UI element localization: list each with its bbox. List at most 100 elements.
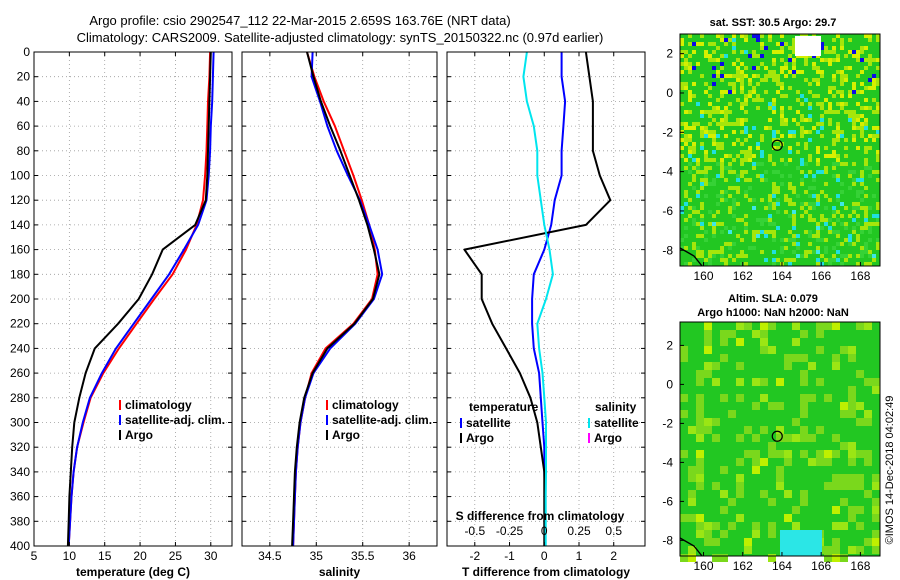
map-cell	[840, 262, 844, 266]
map-cell	[844, 222, 848, 226]
map-cell	[772, 202, 776, 206]
map-cell	[824, 146, 828, 150]
map-cell	[708, 86, 712, 90]
map-cell	[792, 354, 800, 362]
map-cell	[680, 346, 688, 354]
map-cell	[864, 162, 868, 166]
map-cell	[704, 130, 708, 134]
map-cell	[712, 522, 720, 530]
map-cell	[784, 42, 788, 46]
map-cell	[872, 82, 876, 86]
map-cell	[736, 218, 740, 222]
map-cell	[708, 114, 712, 118]
map-y-tick-label: -4	[662, 455, 673, 469]
map-cell	[864, 246, 868, 250]
map-cell	[848, 114, 852, 118]
map-cell	[704, 230, 708, 234]
map-cell	[828, 106, 832, 110]
map-cell	[724, 110, 728, 114]
map-cell	[844, 54, 848, 58]
map-cell	[712, 50, 716, 54]
sla-map: 160 162 164 166 168 2 0 -2 -4 -6 -8	[662, 321, 881, 573]
difference-panel: -2 -1 0 1 2 T difference from climatology temp…	[446, 51, 646, 579]
map-cell	[728, 38, 732, 42]
map-cell	[824, 482, 832, 490]
map-cell	[832, 86, 836, 90]
map-cell	[736, 186, 740, 190]
x-tick-label: -1	[504, 549, 515, 563]
map-cell	[804, 130, 808, 134]
map-cell	[868, 166, 872, 170]
map-cell	[744, 138, 748, 142]
map-cell	[808, 118, 812, 122]
map-cell	[856, 50, 860, 54]
y-tick-label: 40	[17, 94, 31, 108]
map-cell	[836, 194, 840, 198]
map-cell	[680, 62, 684, 66]
map-cell	[752, 246, 756, 250]
map-cell	[840, 42, 844, 46]
map-cell	[852, 218, 856, 222]
map-cell	[792, 338, 800, 346]
map-cell	[828, 102, 832, 106]
map-cell	[816, 258, 820, 262]
legend-label: satellite-adj. clim.	[332, 413, 432, 427]
map-cell	[732, 258, 736, 262]
map-cell	[784, 246, 788, 250]
coastline	[679, 247, 703, 267]
map-cell	[812, 78, 816, 82]
map-cell	[792, 70, 796, 74]
legend-label: satellite-adj. clim.	[125, 413, 225, 427]
map-cell	[688, 62, 692, 66]
map-cell	[760, 54, 764, 58]
x-tick-label: 20	[133, 549, 147, 563]
map-cell	[704, 418, 712, 426]
map-cell	[712, 434, 720, 442]
map-cell	[700, 178, 704, 182]
map-cell	[784, 74, 788, 78]
map-cell	[796, 242, 800, 246]
map-cell	[840, 130, 844, 134]
map-cell	[780, 134, 784, 138]
map-cell	[872, 74, 876, 78]
map-cell	[748, 178, 752, 182]
map-cell	[868, 86, 872, 90]
map-cell	[864, 222, 868, 226]
map-cell	[744, 190, 748, 194]
map-cell	[764, 178, 768, 182]
map-cell	[700, 146, 704, 150]
map-cell	[700, 170, 704, 174]
map-cell	[796, 194, 800, 198]
map-cell	[744, 546, 752, 554]
map-cell	[688, 90, 692, 94]
map-cell	[752, 166, 756, 170]
map-cell	[772, 58, 776, 62]
map-cell	[708, 58, 712, 62]
map-cell	[792, 66, 796, 70]
map-cell	[856, 418, 864, 426]
map-cell	[788, 238, 792, 242]
map-cell	[848, 514, 856, 522]
map-cell	[724, 114, 728, 118]
map-cell	[728, 90, 732, 94]
map-cell	[688, 126, 692, 130]
map-cell	[868, 206, 872, 210]
map-cell	[780, 70, 784, 74]
map-cell	[792, 62, 796, 66]
map-cell	[848, 186, 852, 190]
map-cell	[684, 126, 688, 130]
map-cell	[760, 138, 764, 142]
map-cell	[704, 54, 708, 58]
map-cell	[760, 230, 764, 234]
map-cell	[772, 138, 776, 142]
map-cell	[728, 110, 732, 114]
map-cell	[756, 162, 760, 166]
map-cell	[732, 82, 736, 86]
map-cell	[772, 234, 776, 238]
map-cell	[796, 150, 800, 154]
map-cell	[876, 126, 880, 130]
map-cell	[700, 114, 704, 118]
map-cell	[876, 178, 880, 182]
map-cell	[804, 118, 808, 122]
map-cell	[764, 90, 768, 94]
